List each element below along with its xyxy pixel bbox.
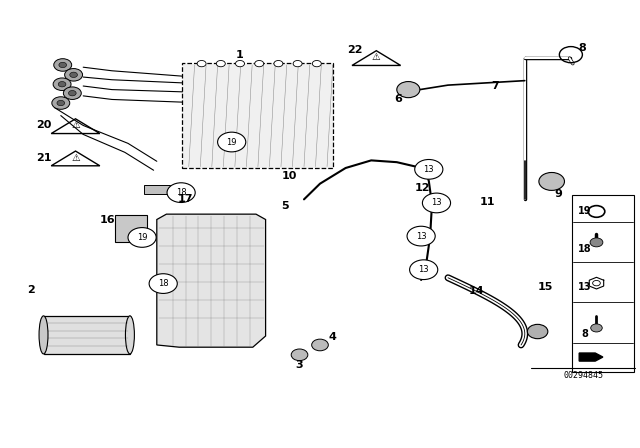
- Text: 18: 18: [158, 279, 168, 288]
- Text: 13: 13: [419, 265, 429, 274]
- Bar: [182, 63, 333, 168]
- Text: 4: 4: [329, 332, 337, 342]
- Circle shape: [255, 60, 264, 67]
- Text: 19: 19: [137, 233, 147, 242]
- Text: 15: 15: [538, 282, 553, 292]
- Circle shape: [527, 324, 548, 339]
- Circle shape: [422, 193, 451, 213]
- Text: 5: 5: [281, 201, 289, 211]
- Circle shape: [68, 90, 76, 96]
- Text: 2: 2: [27, 285, 35, 295]
- Text: ⚠: ⚠: [372, 52, 381, 62]
- Circle shape: [54, 59, 72, 71]
- Circle shape: [397, 82, 420, 98]
- Ellipse shape: [125, 316, 134, 354]
- Circle shape: [312, 60, 321, 67]
- Circle shape: [65, 69, 83, 81]
- Text: ⚠: ⚠: [71, 153, 80, 163]
- Text: 19: 19: [577, 207, 591, 216]
- Text: 13: 13: [431, 198, 442, 207]
- Text: 13: 13: [424, 165, 434, 174]
- Bar: [144, 185, 170, 194]
- Text: 21: 21: [36, 153, 51, 163]
- Circle shape: [274, 60, 283, 67]
- Polygon shape: [157, 214, 266, 347]
- Circle shape: [590, 238, 603, 247]
- Circle shape: [128, 228, 156, 247]
- Text: 16: 16: [100, 215, 115, 224]
- Bar: [115, 215, 147, 242]
- Text: 17: 17: [178, 194, 193, 204]
- Circle shape: [167, 183, 195, 202]
- Text: 8: 8: [579, 43, 586, 53]
- Circle shape: [410, 260, 438, 280]
- Text: 22: 22: [348, 45, 363, 55]
- Text: 14: 14: [469, 286, 484, 296]
- Circle shape: [59, 62, 67, 68]
- Text: 9: 9: [554, 189, 562, 198]
- Circle shape: [415, 159, 443, 179]
- Circle shape: [312, 339, 328, 351]
- Polygon shape: [579, 353, 603, 361]
- Circle shape: [539, 172, 564, 190]
- Circle shape: [52, 97, 70, 109]
- Text: 1: 1: [236, 50, 244, 60]
- Circle shape: [57, 100, 65, 106]
- Text: 18: 18: [577, 244, 591, 254]
- Circle shape: [291, 349, 308, 361]
- Bar: [44, 316, 130, 354]
- Circle shape: [293, 60, 302, 67]
- Text: 3: 3: [296, 360, 303, 370]
- Circle shape: [216, 60, 225, 67]
- Circle shape: [70, 72, 77, 78]
- Circle shape: [149, 274, 177, 293]
- Circle shape: [53, 78, 71, 90]
- Text: 13: 13: [416, 232, 426, 241]
- Text: 12: 12: [415, 183, 430, 193]
- Text: 8: 8: [581, 329, 588, 339]
- Circle shape: [63, 87, 81, 99]
- Text: 13: 13: [577, 282, 591, 292]
- Text: ⚠: ⚠: [71, 121, 80, 130]
- Text: 7: 7: [491, 81, 499, 91]
- Bar: [572, 195, 634, 372]
- Ellipse shape: [39, 316, 48, 354]
- Circle shape: [591, 324, 602, 332]
- Text: 19: 19: [227, 138, 237, 146]
- Text: 20: 20: [36, 121, 51, 130]
- Circle shape: [236, 60, 244, 67]
- Circle shape: [218, 132, 246, 152]
- Circle shape: [58, 82, 66, 87]
- Circle shape: [197, 60, 206, 67]
- Circle shape: [407, 226, 435, 246]
- Text: 18: 18: [176, 188, 186, 197]
- Text: 6: 6: [394, 95, 402, 104]
- Text: 11: 11: [480, 197, 495, 207]
- Text: 00294845: 00294845: [564, 371, 604, 380]
- Text: 10: 10: [282, 171, 297, 181]
